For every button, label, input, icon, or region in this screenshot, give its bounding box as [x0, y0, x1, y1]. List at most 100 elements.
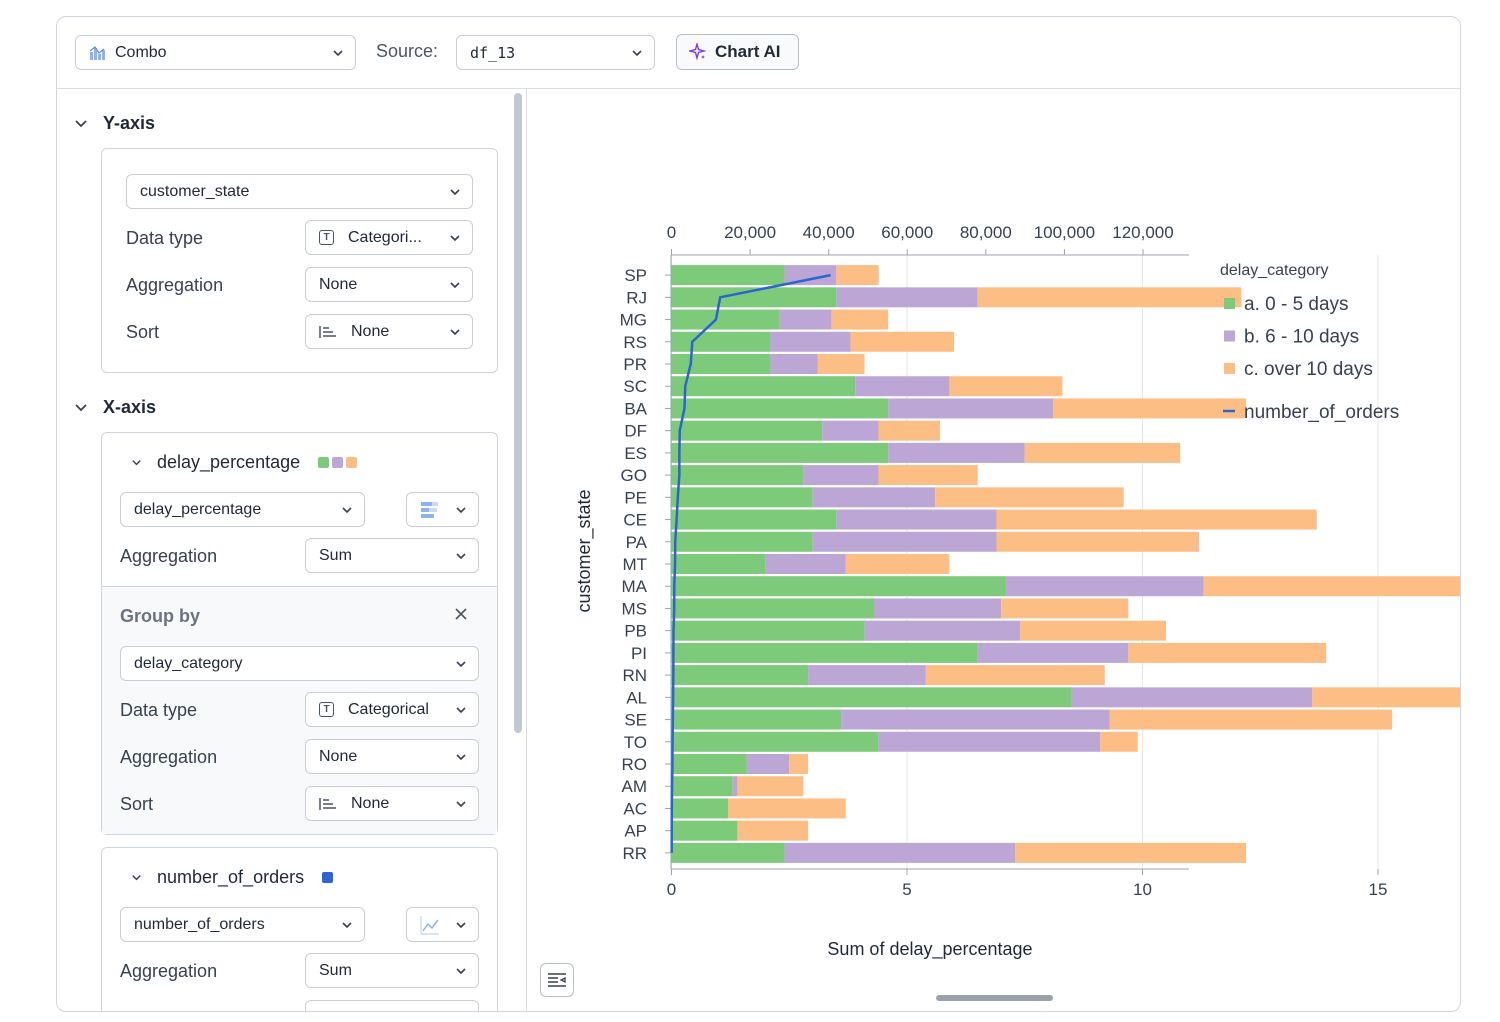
bar: [845, 554, 950, 574]
y-tick-label: PA: [626, 533, 648, 552]
chevron-down-icon: [444, 703, 478, 717]
bar: [671, 265, 785, 286]
legend-toggle-button[interactable]: [540, 963, 574, 997]
series-title: number_of_orders: [157, 867, 305, 887]
chart-type-select[interactable]: Combo: [75, 35, 356, 70]
bar: [1128, 642, 1327, 663]
series-chart-type-select[interactable]: [406, 492, 479, 527]
y-tick-label: RS: [623, 333, 647, 352]
x-axis-section-header[interactable]: X-axis: [73, 397, 156, 418]
bar: [935, 487, 1124, 508]
bar: [671, 620, 865, 641]
group-by-column-value: delay_category: [134, 654, 243, 672]
line-chart-icon: [407, 915, 440, 935]
bar: [836, 287, 978, 308]
y-data-type-select[interactable]: T Categori...: [305, 220, 473, 255]
legend-label: b. 6 - 10 days: [1244, 327, 1359, 348]
chart-ai-button[interactable]: Chart AI: [676, 34, 799, 70]
bar: [1024, 442, 1181, 463]
line-series-number-of-orders: [670, 273, 831, 853]
series-header[interactable]: delay_percentage: [130, 452, 360, 473]
group-by-column-select[interactable]: delay_category: [120, 646, 479, 681]
group-by-aggregation-value: None: [319, 747, 358, 765]
chart-area: SP RJ MG RS PR SC BA DF ES GO PE CE PA MT MA MS PB PI RN AL…: [527, 89, 1460, 1011]
x2-column-select[interactable]: number_of_orders: [120, 907, 365, 942]
bar: [671, 820, 738, 841]
bar: [888, 442, 1025, 463]
bar: [671, 576, 1006, 597]
group-by-aggregation-select[interactable]: None: [305, 739, 479, 774]
y-tick-label: PR: [623, 355, 647, 374]
x2-aggregation-select[interactable]: Sum: [305, 953, 479, 988]
aggregation-label: Aggregation: [120, 961, 218, 981]
x2-column-value: number_of_orders: [134, 915, 265, 933]
bar: [1015, 842, 1247, 863]
bar: [888, 398, 1054, 419]
bar: [671, 709, 842, 730]
toolbar: Combo Source: df_13 Chart AI: [57, 17, 1460, 89]
y-axis-card: customer_state Data type T Categori... Ag…: [101, 148, 498, 373]
series2-chart-type-select[interactable]: [406, 907, 479, 942]
y-tick-label: AL: [626, 688, 647, 707]
chart-editor: Combo Source: df_13 Chart AI Y-axis cust…: [56, 16, 1461, 1012]
group-by-sort-select[interactable]: None: [305, 786, 479, 821]
y-tick-label: PE: [624, 488, 647, 507]
chevron-down-icon: [438, 325, 472, 339]
bar: [996, 531, 1200, 552]
bar: [874, 598, 1002, 619]
bar: [671, 731, 879, 752]
y-axis-section-header[interactable]: Y-axis: [73, 113, 155, 134]
bar: [770, 354, 818, 374]
chevron-down-icon: [444, 964, 478, 978]
x2-tick-label: 100,000: [1034, 223, 1095, 242]
bar-chart-icon: [76, 45, 107, 61]
chevron-down-icon: [130, 456, 143, 469]
y-tick-label: MT: [622, 555, 647, 574]
y-tick-label: AM: [622, 777, 648, 796]
y-tick-label: BA: [624, 399, 647, 418]
y-column-select[interactable]: customer_state: [126, 174, 473, 209]
bar: [977, 642, 1129, 663]
bar: [841, 709, 1110, 730]
x2-tick-label: 80,000: [960, 223, 1012, 242]
bar: [784, 265, 837, 286]
legend-title: delay_category: [1220, 262, 1329, 279]
sort-icon: [319, 797, 337, 811]
series-header[interactable]: number_of_orders: [130, 867, 336, 888]
bar: [671, 754, 747, 774]
aggregation-label: Aggregation: [126, 275, 224, 295]
combo-chart: SP RJ MG RS PR SC BA DF ES GO PE CE PA MT MA MS PB PI RN AL…: [574, 223, 1460, 960]
chart-horizontal-scrollbar[interactable]: [936, 995, 1053, 1001]
x-aggregation-select[interactable]: Sum: [305, 538, 479, 573]
y-tick-label: RN: [622, 666, 647, 685]
bar: [1001, 598, 1129, 619]
bar: [770, 331, 851, 352]
legend-swatch: [1224, 330, 1235, 342]
bar: [671, 287, 837, 308]
y-aggregation-select[interactable]: None: [305, 267, 473, 302]
y-column-value: customer_state: [140, 182, 250, 200]
x-tick-label: 5: [902, 880, 911, 899]
group-by-title: Group by: [120, 606, 200, 626]
x-column-select[interactable]: delay_percentage: [120, 492, 365, 527]
x-tick-label: 0: [667, 880, 676, 899]
bar: [808, 665, 926, 686]
panel-scrollbar[interactable]: [514, 93, 522, 733]
x2-tick-label: 120,000: [1112, 223, 1173, 242]
bar: [878, 731, 1101, 752]
source-select[interactable]: df_13: [456, 35, 655, 70]
close-icon[interactable]: [454, 607, 468, 621]
bar: [977, 287, 1242, 308]
bar: [671, 509, 837, 530]
x-tick-label: 15: [1369, 880, 1388, 899]
text-type-icon: T: [319, 230, 334, 245]
bar: [855, 376, 950, 397]
group-by-data-type-select[interactable]: T Categorical: [305, 692, 479, 727]
stacked-bar-icon: [407, 500, 440, 520]
bar: [836, 265, 879, 286]
y-sort-select[interactable]: None: [305, 314, 473, 349]
y-tick-label: GO: [621, 466, 647, 485]
partial-select[interactable]: [305, 1000, 479, 1011]
x2-tick-label: 40,000: [803, 223, 855, 242]
bar: [671, 687, 1072, 708]
